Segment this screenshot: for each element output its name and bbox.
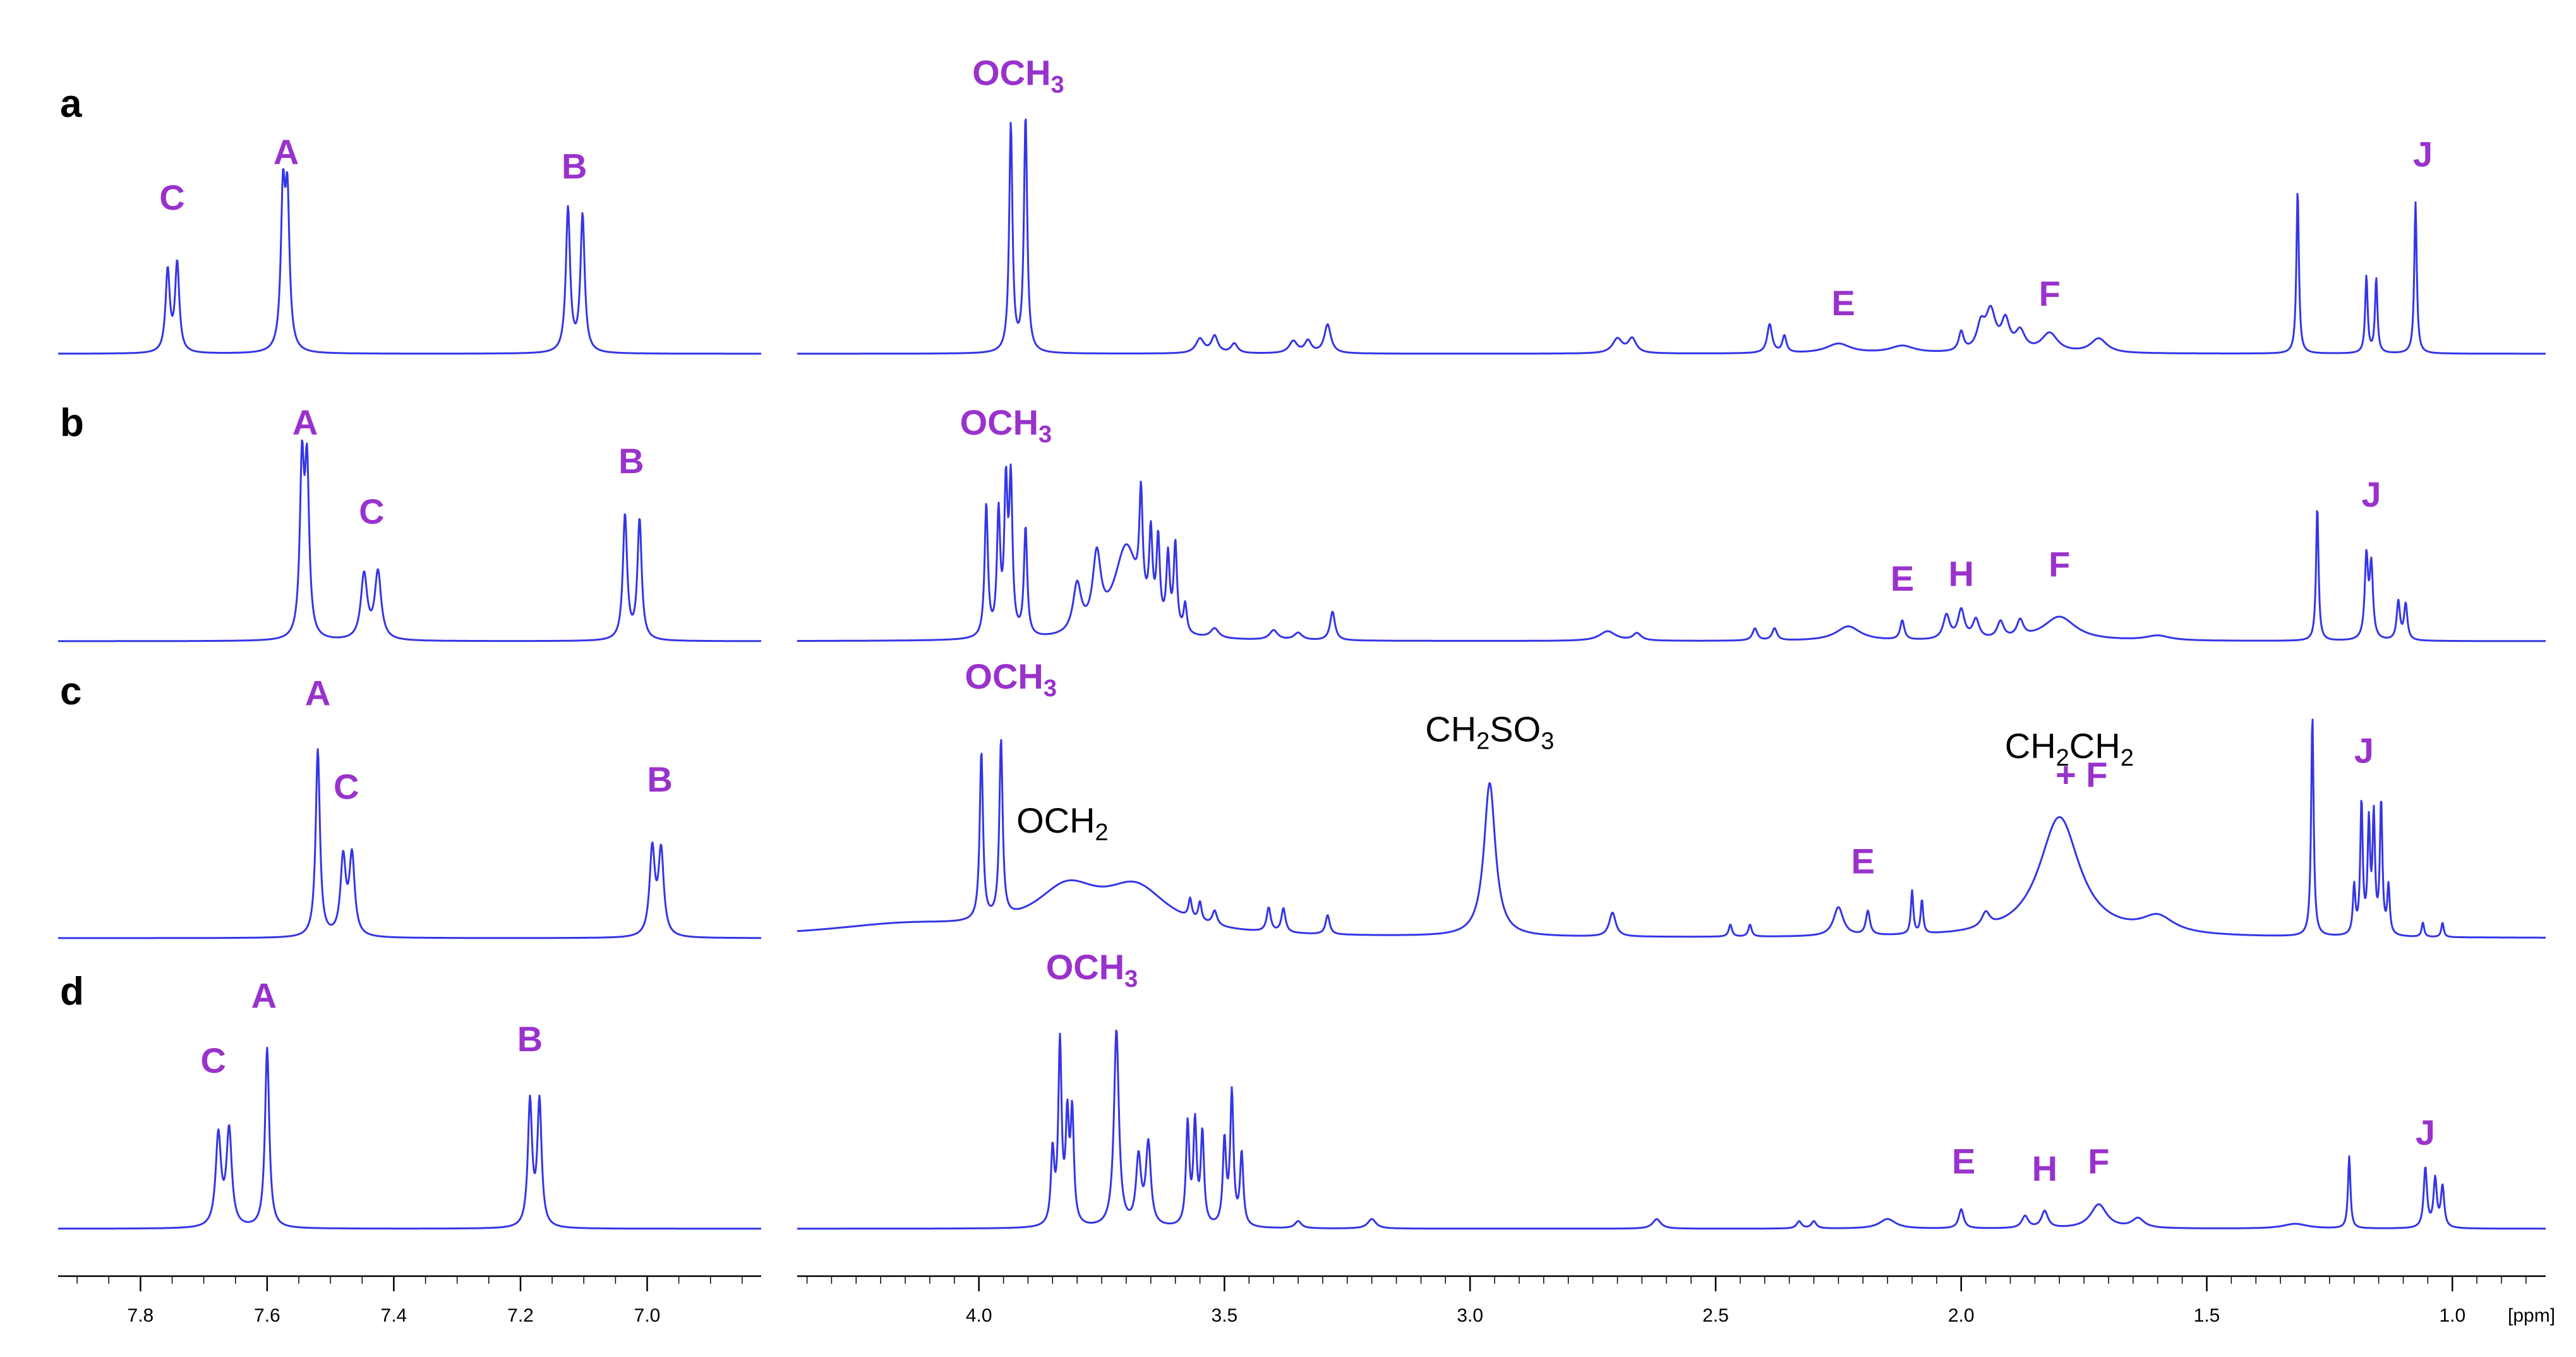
ppm-axis: 7.8 7.6 7.4 7.2 7.0 4.0 3.5 3.0 2.5 2.0 1.5 1.0 [ppm… xyxy=(58,1275,2555,1326)
tick-label-4.0: 4.0 xyxy=(966,1305,992,1326)
peak-label-a-3: OCH3 xyxy=(972,52,1064,98)
peak-label-d-6: F xyxy=(2088,1142,2109,1181)
peak-label-d-2: B xyxy=(517,1019,543,1059)
peak-label-b-6: F xyxy=(2049,544,2070,584)
panel-label-a: a xyxy=(60,82,82,126)
peak-label-d-3: OCH3 xyxy=(1046,947,1138,992)
spectrum-traces xyxy=(57,118,2546,1230)
peak-label-d-1: A xyxy=(251,975,277,1015)
peak-label-a-1: A xyxy=(274,132,299,172)
peak-label-c-6: E xyxy=(1851,841,1875,881)
tick-label-7.0: 7.0 xyxy=(634,1305,661,1326)
peak-label-c-9: J xyxy=(2354,731,2374,771)
peak-label-d-5: H xyxy=(2032,1149,2057,1188)
peak-label-d-4: E xyxy=(1952,1142,1975,1181)
peak-label-a-5: F xyxy=(2039,274,2061,313)
spectrum-a-aliphatic xyxy=(797,118,2546,355)
tick-label-1.5: 1.5 xyxy=(2194,1305,2220,1326)
tick-label-2.0: 2.0 xyxy=(1948,1305,1975,1326)
tick-label-7.2: 7.2 xyxy=(507,1305,534,1326)
peak-label-c-4: OCH2 xyxy=(1016,800,1109,846)
peak-label-a-6: J xyxy=(2413,135,2433,174)
peak-label-c-8: + F xyxy=(2055,755,2107,795)
spectrum-a-aromatic xyxy=(57,168,762,355)
peak-label-b-1: C xyxy=(359,492,384,531)
peak-label-c-0: OCH3 xyxy=(965,656,1057,702)
peak-label-b-7: J xyxy=(2361,474,2381,514)
peak-label-d-0: C xyxy=(200,1040,226,1080)
tick-label-1.0: 1.0 xyxy=(2439,1305,2465,1326)
peak-label-a-2: B xyxy=(562,147,587,186)
tick-label-7.6: 7.6 xyxy=(254,1305,280,1326)
peak-label-a-0: C xyxy=(159,178,184,217)
spectrum-d-aromatic xyxy=(57,1047,762,1230)
tick-label-2.5: 2.5 xyxy=(1702,1305,1729,1326)
peak-label-b-5: H xyxy=(1948,554,1973,594)
spectrum-c-aromatic xyxy=(57,748,762,939)
panel-letters: a b c d xyxy=(60,82,84,1013)
spectrum-d-aliphatic xyxy=(797,1029,2546,1230)
tick-label-3.5: 3.5 xyxy=(1212,1305,1238,1326)
peak-label-a-4: E xyxy=(1831,283,1855,323)
peak-label-c-3: B xyxy=(647,759,672,799)
spectrum-b-aromatic xyxy=(57,439,762,642)
peak-label-b-3: OCH3 xyxy=(960,402,1052,448)
peak-label-b-0: A xyxy=(292,402,318,442)
tick-label-7.8: 7.8 xyxy=(128,1305,154,1326)
spectrum-c-aliphatic xyxy=(797,718,2546,939)
peak-label-c-5: CH2SO3 xyxy=(1425,709,1554,754)
tick-label-7.4: 7.4 xyxy=(381,1305,407,1326)
spectrum-b-aliphatic xyxy=(797,463,2546,642)
panel-label-d: d xyxy=(60,970,84,1013)
tick-label-3.0: 3.0 xyxy=(1457,1305,1483,1326)
peak-label-c-2: C xyxy=(334,767,359,807)
peak-label-c-1: A xyxy=(305,673,330,713)
panel-label-c: c xyxy=(60,670,81,713)
peak-label-d-7: J xyxy=(2416,1113,2435,1152)
panel-label-b: b xyxy=(60,401,84,445)
peak-label-b-2: B xyxy=(618,441,644,481)
peak-label-c-7: CH2CH2 xyxy=(2005,726,2134,771)
axis-unit-label: [ppm] xyxy=(2508,1305,2555,1326)
peak-label-b-4: E xyxy=(1891,558,1914,598)
